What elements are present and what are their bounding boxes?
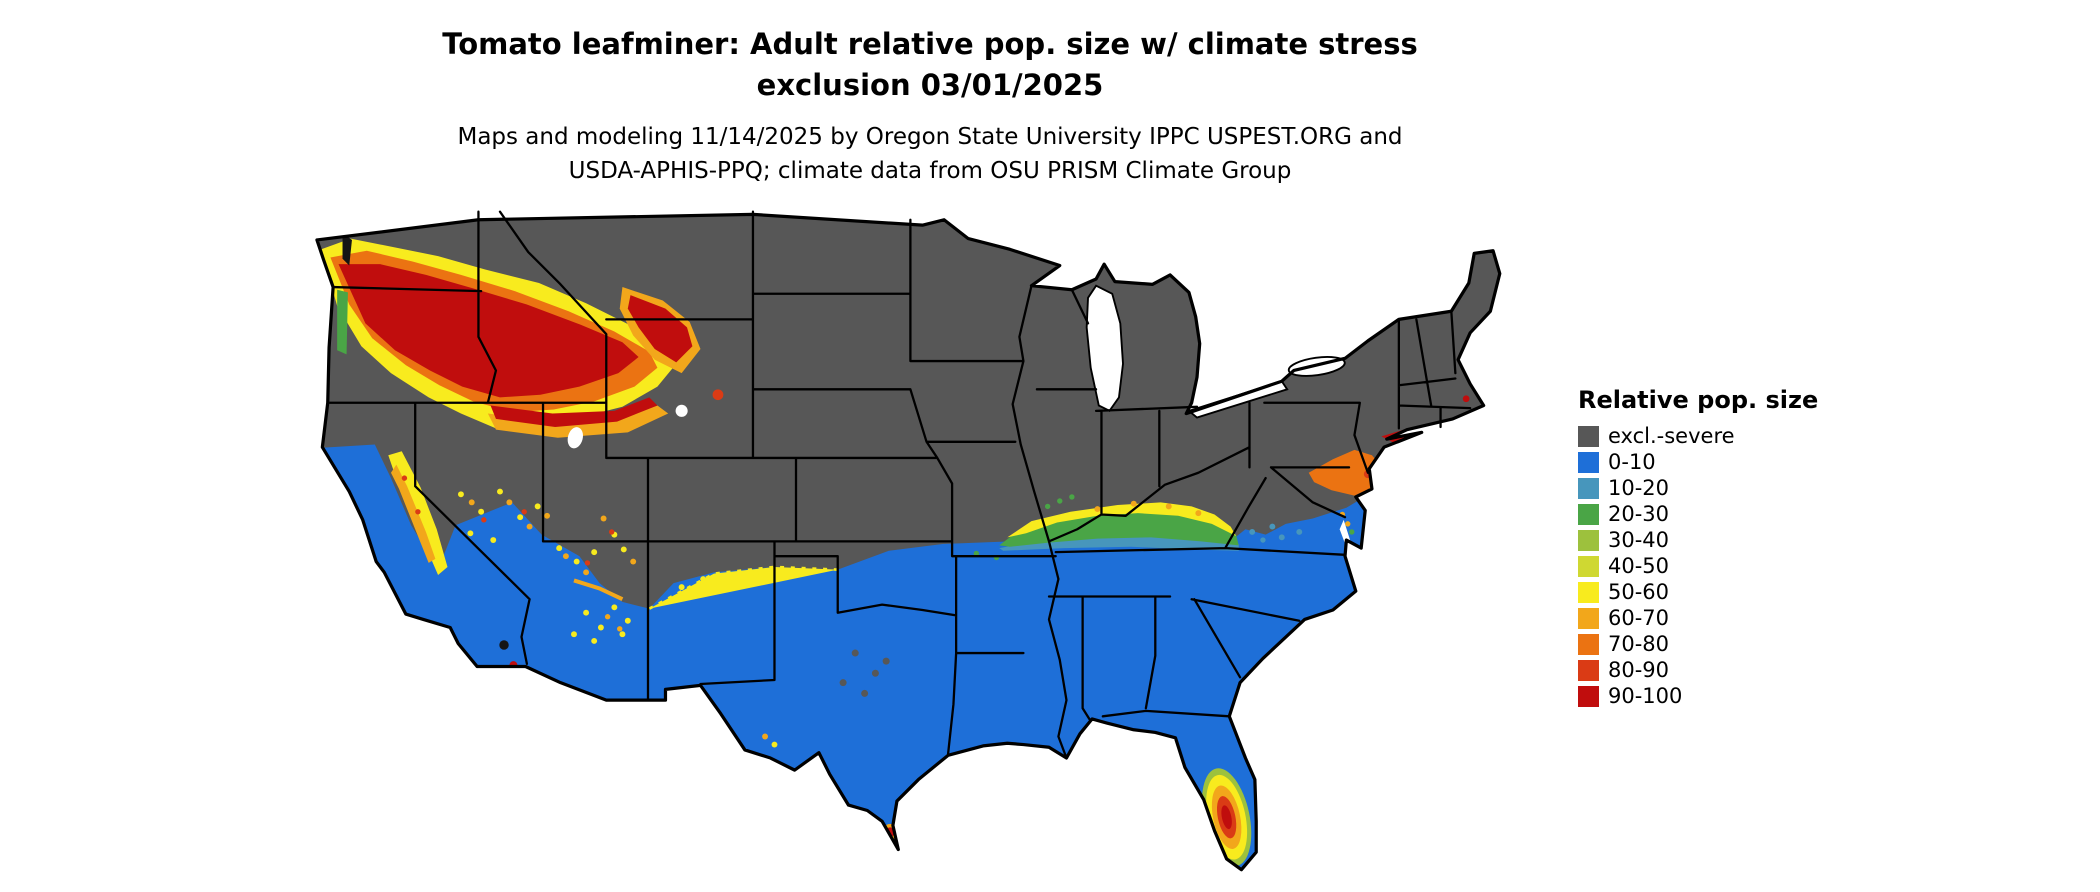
new-mexico-yellow-specks [678,570,778,748]
map-legend: Relative pop. size excl.-severe 0-10 10-… [1578,386,1818,712]
legend-row: 70-80 [1578,634,1818,655]
boston-red-spot [1462,395,1470,403]
legend-swatch-excl-severe [1578,426,1599,447]
great-salt-lake [567,427,583,449]
legend-label: 60-70 [1608,606,1670,630]
legend-title: Relative pop. size [1578,386,1819,414]
raster-layers [316,214,1500,870]
us-map-svg [315,210,1502,872]
legend-row: 10-20 [1578,478,1818,499]
legend-row: 90-100 [1578,686,1818,707]
state-borders [326,210,1472,760]
legend-label: 40-50 [1608,554,1670,578]
ky-band-orange-specks [1094,500,1202,517]
legend-label: excl.-severe [1608,424,1735,448]
map-header: Tomato leafminer: Adult relative pop. si… [0,24,1860,188]
appalachia-teal-specks [1249,523,1303,543]
legend-label: 20-30 [1608,502,1670,526]
texas-gray-specks [839,649,890,697]
legend-swatch-10-20 [1578,478,1599,499]
arizona-yellow-specks [571,604,631,644]
legend-row: 0-10 [1578,452,1818,473]
us-map [310,209,1535,892]
legend-row: 30-40 [1578,530,1818,551]
legend-row: 40-50 [1578,556,1818,577]
legend-label: 0-10 [1608,450,1656,474]
ky-band-green-specks [1044,494,1075,510]
great-basin-yellow-specks [457,488,627,565]
legend-swatch-50-60 [1578,582,1599,603]
legend-swatch-80-90 [1578,660,1599,681]
sierra-red-specks [401,475,421,515]
legend-swatch-30-40 [1578,530,1599,551]
willamette-green-strip [337,289,348,355]
west-texas-amber-speck [762,733,769,740]
legend-swatch-60-70 [1578,608,1599,629]
page-title-line2: exclusion 03/01/2025 [756,67,1104,102]
legend-swatch-70-80 [1578,634,1599,655]
legend-label: 70-80 [1608,632,1670,656]
legend-swatch-0-10 [1578,452,1599,473]
great-basin-red-specks [481,509,615,566]
legend-label: 90-100 [1608,684,1683,708]
legend-row: 50-60 [1578,582,1818,603]
florida-red-core [1221,805,1232,830]
legend-row: 80-90 [1578,660,1818,681]
sw-boundary-speckle [648,565,838,610]
maine-red-speck [1484,231,1494,240]
grand-canyon-amber-line [573,578,624,602]
legend-label: 50-60 [1608,580,1670,604]
sw-montana-red-spot [712,389,724,401]
puget-sound-dark [342,233,352,266]
legend-label: 30-40 [1608,528,1670,552]
ky-band-teal [999,535,1239,551]
legend-label: 10-20 [1608,476,1670,500]
arizona-amber-specks [604,614,623,632]
great-basin-amber-specks [468,499,637,576]
legend-row: excl.-severe [1578,426,1818,447]
subtitle-line1: Maps and modeling 11/14/2025 by Oregon S… [457,124,1403,151]
legend-swatch-20-30 [1578,504,1599,525]
us-outline [315,212,1502,872]
legend-label: 80-90 [1608,658,1670,682]
legend-row: 60-70 [1578,608,1818,629]
subtitle-line2: USDA-APHIS-PPQ; climate data from OSU PR… [568,157,1292,184]
sierra-amber-core [390,464,436,563]
page-title-line1: Tomato leafminer: Adult relative pop. si… [442,27,1418,61]
yellowstone-lake [675,404,688,417]
legend-swatch-40-50 [1578,556,1599,577]
snake-plain-red-strip [490,397,658,427]
ky-band-yellow [1007,502,1237,538]
salton-sea-dark-spot [499,640,509,650]
legend-row: 20-30 [1578,504,1818,525]
map-subtitle: Maps and modeling 11/14/2025 by Oregon S… [0,121,1860,188]
montana-red-finger [627,295,693,363]
legend-swatch-90-100 [1578,686,1599,707]
pnw-red-core [338,264,639,398]
